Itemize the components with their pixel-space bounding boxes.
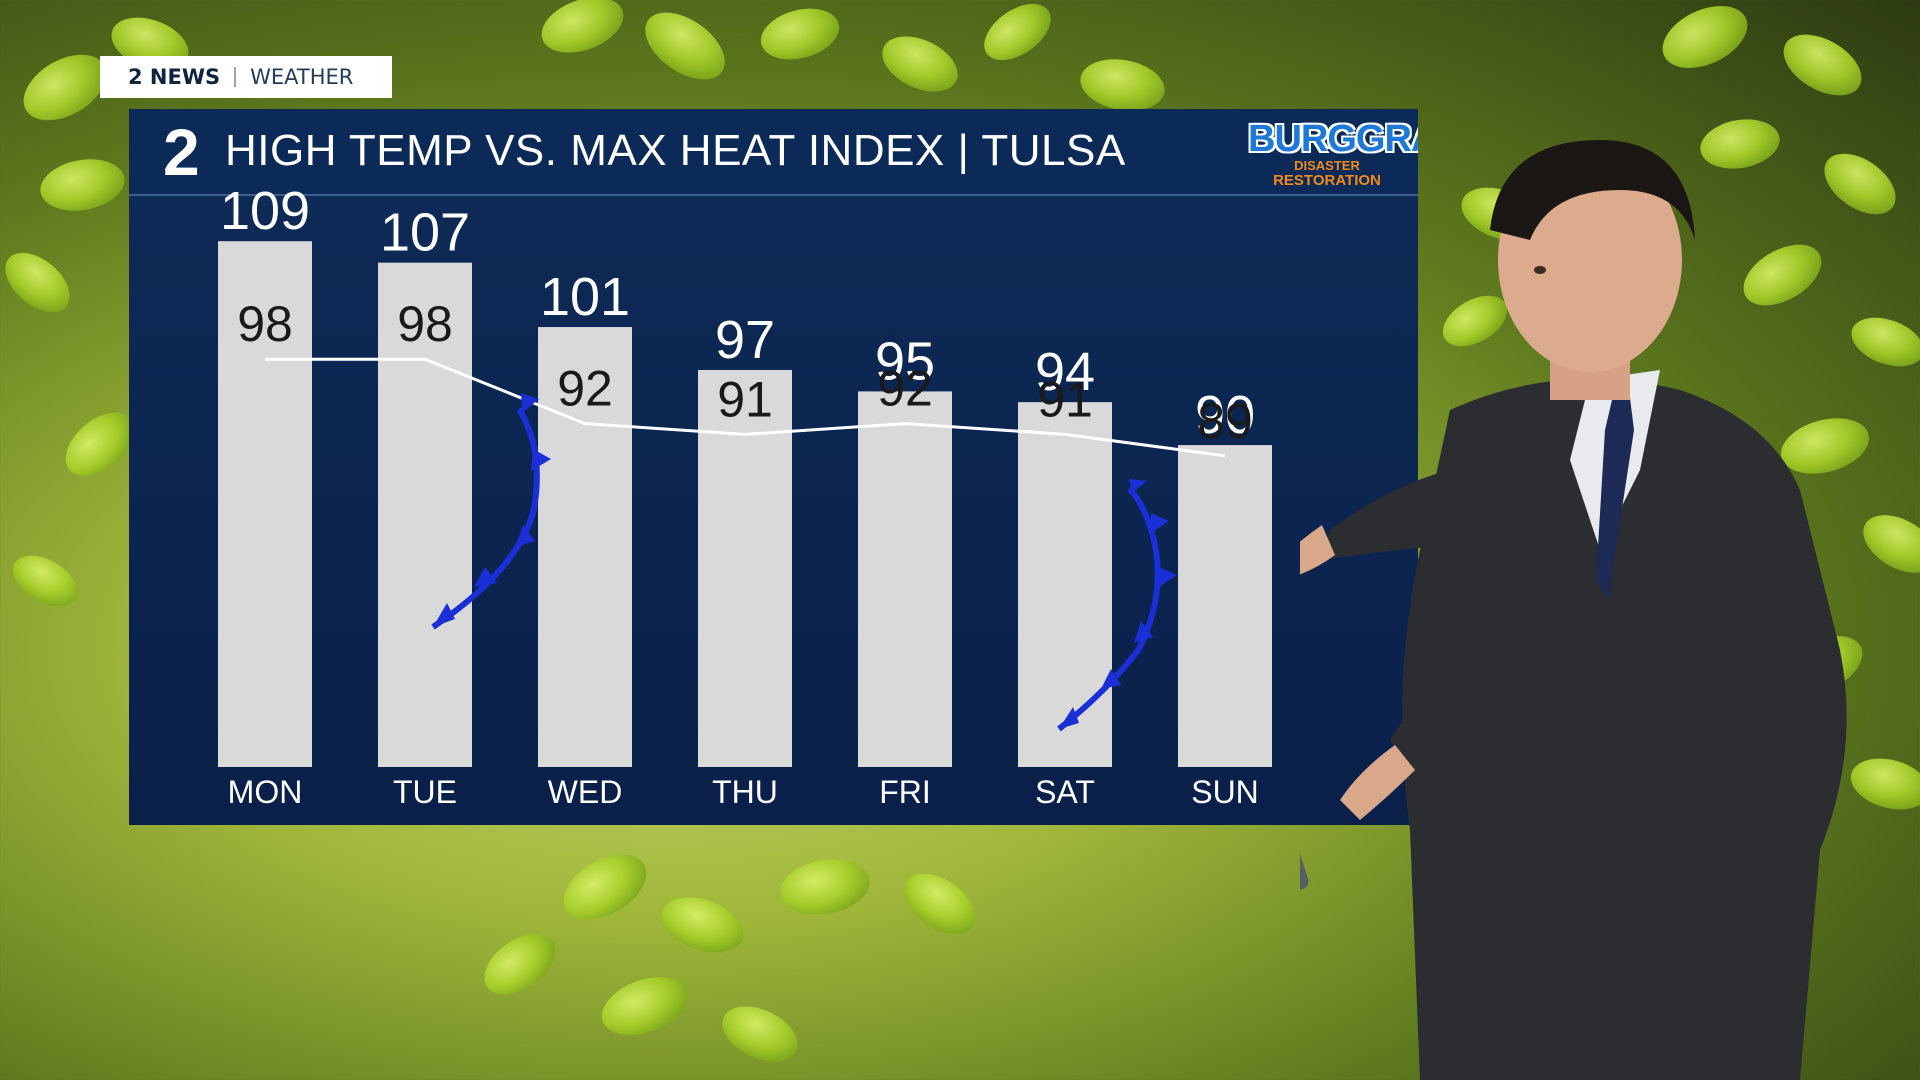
cold-front-tooth <box>433 603 455 627</box>
cold-front-tooth <box>521 393 539 413</box>
presenter-figure <box>1300 140 1847 1080</box>
leaf <box>1773 22 1872 108</box>
leaf <box>593 966 697 1046</box>
bar <box>218 241 312 767</box>
heat-index-label: 91 <box>717 371 773 427</box>
cold-front-tooth <box>1129 479 1147 493</box>
leaf <box>974 0 1061 72</box>
tick-label: FRI <box>879 774 931 810</box>
cold-front-tooth <box>1159 567 1177 587</box>
cold-front-tooth <box>1151 513 1169 533</box>
sponsor-name: BURGGRAF <box>1248 118 1418 160</box>
chart-panel: 2 HIGH TEMP VS. MAX HEAT INDEX | TULSA B… <box>129 109 1418 825</box>
cold-front <box>1057 486 1161 732</box>
tick-label: THU <box>712 774 778 810</box>
cold-front-tooth <box>515 525 535 547</box>
sponsor-line2: DISASTER <box>1294 158 1360 173</box>
heat-index-label: 92 <box>877 361 933 417</box>
leaf <box>534 0 631 64</box>
bar <box>1178 445 1272 767</box>
cold-front-tooth <box>531 449 551 471</box>
leaf <box>0 241 81 324</box>
cold-front-tooth <box>474 567 497 587</box>
bar-value-label: 109 <box>220 181 310 241</box>
leaf <box>633 0 737 94</box>
divider <box>234 67 237 87</box>
bar <box>698 369 792 767</box>
station-logo: 2 <box>163 115 200 189</box>
sponsor-line3: RESTORATION <box>1273 172 1381 189</box>
leaf <box>1076 52 1169 118</box>
tick-label: SUN <box>1191 774 1259 810</box>
cold-front <box>431 407 540 630</box>
bar-value-label: 94 <box>1035 342 1095 402</box>
heat-index-label: 91 <box>1037 371 1093 427</box>
leaf <box>473 921 567 1007</box>
cold-front-tooth <box>1134 621 1153 643</box>
bar-chart: 10998MON10798TUE10192WED9791THU9592FRI94… <box>218 181 1272 810</box>
heat-index-line <box>265 357 1226 458</box>
chart-header: 2 HIGH TEMP VS. MAX HEAT INDEX | TULSA B… <box>129 109 1418 196</box>
bar <box>378 262 472 767</box>
leaf <box>775 852 875 922</box>
leaf <box>36 152 129 218</box>
bar <box>858 391 952 767</box>
chart-title: HIGH TEMP VS. MAX HEAT INDEX | TULSA <box>225 126 1126 175</box>
cold-front-tooth <box>1101 669 1121 689</box>
bar-value-label: 90 <box>1195 385 1255 445</box>
tick-label: WED <box>548 774 623 810</box>
leaf <box>552 841 658 933</box>
leaf <box>654 886 751 964</box>
tick-label: TUE <box>393 774 457 810</box>
bar-value-label: 107 <box>380 203 470 263</box>
leaf <box>873 25 967 103</box>
section-name: WEATHER <box>250 65 354 89</box>
bar <box>1018 402 1112 767</box>
cold-front-tooth <box>1059 707 1079 729</box>
tick-label: SAT <box>1035 774 1095 810</box>
heat-index-label: 98 <box>237 296 293 352</box>
station-name: 2 NEWS <box>128 65 221 89</box>
bar-value-label: 97 <box>715 310 775 370</box>
heat-index-label: 92 <box>557 361 613 417</box>
station-tag: 2 NEWS WEATHER <box>100 56 392 98</box>
bar-value-label: 95 <box>875 331 935 391</box>
bar <box>538 327 632 767</box>
leaf <box>893 861 987 947</box>
leaf <box>755 0 845 68</box>
leaf <box>4 545 86 617</box>
leaf <box>713 995 807 1073</box>
bar-value-label: 101 <box>540 267 630 327</box>
tick-label: MON <box>228 774 303 810</box>
sponsor-logo: BURGGRAF DISASTER RESTORATION <box>1248 118 1418 188</box>
heat-index-label: 98 <box>397 296 453 352</box>
heat-index-label: 89 <box>1197 393 1253 449</box>
leaf <box>1652 0 1758 81</box>
